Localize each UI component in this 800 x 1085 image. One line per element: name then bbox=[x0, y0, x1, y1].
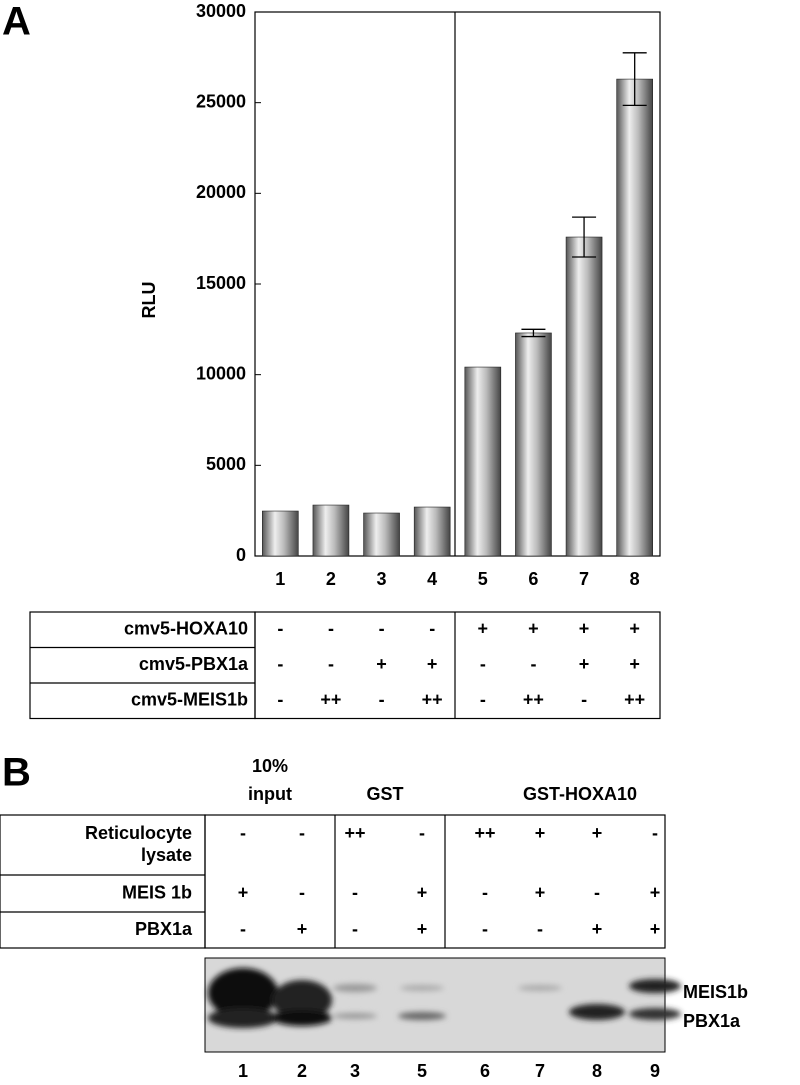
bar bbox=[413, 506, 451, 557]
cell: - bbox=[277, 690, 283, 710]
cell: + bbox=[579, 619, 590, 639]
cell: ++ bbox=[523, 690, 544, 710]
y-tick-label: 25000 bbox=[196, 91, 246, 111]
y-axis-label: RLU bbox=[139, 282, 159, 319]
panel-label: A bbox=[2, 0, 31, 44]
cell: - bbox=[419, 823, 425, 843]
cell: - bbox=[480, 690, 486, 710]
panel-label: B bbox=[2, 751, 31, 795]
cell: + bbox=[535, 823, 546, 843]
cell: - bbox=[482, 882, 488, 902]
cell: + bbox=[535, 882, 546, 902]
cell: - bbox=[299, 823, 305, 843]
cell: - bbox=[352, 882, 358, 902]
cell: - bbox=[277, 654, 283, 674]
x-tick-label: 8 bbox=[630, 569, 640, 589]
cell: - bbox=[299, 882, 305, 902]
cell: - bbox=[594, 882, 600, 902]
group-header: GST bbox=[366, 784, 403, 804]
cell: - bbox=[480, 654, 486, 674]
bar bbox=[464, 366, 502, 557]
row-label: PBX1a bbox=[135, 919, 193, 939]
band-label: MEIS1b bbox=[683, 982, 748, 1002]
row-label: MEIS 1b bbox=[122, 882, 192, 902]
cell: - bbox=[328, 619, 334, 639]
x-tick-label: 2 bbox=[326, 569, 336, 589]
lane-number: 8 bbox=[592, 1061, 602, 1081]
row-label: lysate bbox=[141, 845, 192, 865]
lane-number: 2 bbox=[297, 1061, 307, 1081]
lane-number: 5 bbox=[417, 1061, 427, 1081]
cell: + bbox=[427, 654, 438, 674]
bar bbox=[363, 512, 400, 557]
group-header: GST-HOXA10 bbox=[523, 784, 637, 804]
band-label: PBX1a bbox=[683, 1011, 741, 1031]
x-tick-label: 3 bbox=[377, 569, 387, 589]
x-tick-label: 6 bbox=[528, 569, 538, 589]
cell: - bbox=[379, 619, 385, 639]
row-label: Reticulocyte bbox=[85, 823, 192, 843]
cell: + bbox=[629, 619, 640, 639]
group-header: 10% bbox=[252, 756, 288, 776]
table-box bbox=[0, 814, 206, 949]
cell: - bbox=[277, 619, 283, 639]
x-tick-label: 4 bbox=[427, 569, 437, 589]
cell: ++ bbox=[344, 823, 365, 843]
table-box bbox=[254, 611, 661, 720]
cell: ++ bbox=[422, 690, 443, 710]
cell: + bbox=[592, 919, 603, 939]
lane-number: 3 bbox=[350, 1061, 360, 1081]
cell: - bbox=[537, 919, 543, 939]
bar bbox=[312, 504, 350, 557]
cell: + bbox=[417, 919, 428, 939]
cell: + bbox=[376, 654, 387, 674]
cell: + bbox=[629, 654, 640, 674]
gel bbox=[204, 957, 681, 1053]
row-label: cmv5-PBX1a bbox=[139, 654, 249, 674]
y-tick-label: 20000 bbox=[196, 182, 246, 202]
cell: + bbox=[650, 882, 661, 902]
cell: ++ bbox=[474, 823, 495, 843]
cell: - bbox=[530, 654, 536, 674]
cell: ++ bbox=[320, 690, 341, 710]
row-label: cmv5-HOXA10 bbox=[124, 619, 248, 639]
x-tick-label: 7 bbox=[579, 569, 589, 589]
cell: ++ bbox=[624, 690, 645, 710]
x-tick-label: 5 bbox=[478, 569, 488, 589]
cell: + bbox=[650, 919, 661, 939]
cell: - bbox=[652, 823, 658, 843]
cell: - bbox=[581, 690, 587, 710]
bar bbox=[515, 332, 552, 557]
bar bbox=[565, 236, 603, 557]
y-tick-label: 30000 bbox=[196, 1, 246, 21]
cell: - bbox=[240, 919, 246, 939]
lane-number: 9 bbox=[650, 1061, 660, 1081]
x-tick-label: 1 bbox=[275, 569, 285, 589]
cell: + bbox=[297, 919, 308, 939]
y-tick-label: 0 bbox=[236, 545, 246, 565]
lane-number: 1 bbox=[238, 1061, 248, 1081]
cell: + bbox=[528, 619, 539, 639]
y-tick-label: 5000 bbox=[206, 454, 246, 474]
y-tick-label: 15000 bbox=[196, 273, 246, 293]
group-header: input bbox=[248, 784, 292, 804]
lane-number: 6 bbox=[480, 1061, 490, 1081]
y-tick-label: 10000 bbox=[196, 363, 246, 383]
bar bbox=[262, 510, 299, 557]
cell: - bbox=[379, 690, 385, 710]
cell: - bbox=[482, 919, 488, 939]
cell: + bbox=[478, 619, 489, 639]
cell: - bbox=[429, 619, 435, 639]
cell: - bbox=[240, 823, 246, 843]
cell: + bbox=[238, 882, 249, 902]
cell: - bbox=[328, 654, 334, 674]
cell: + bbox=[592, 823, 603, 843]
bar bbox=[616, 78, 653, 557]
cell: - bbox=[352, 919, 358, 939]
cell: + bbox=[417, 882, 428, 902]
cell: + bbox=[579, 654, 590, 674]
lane-number: 7 bbox=[535, 1061, 545, 1081]
row-label: cmv5-MEIS1b bbox=[131, 690, 248, 710]
